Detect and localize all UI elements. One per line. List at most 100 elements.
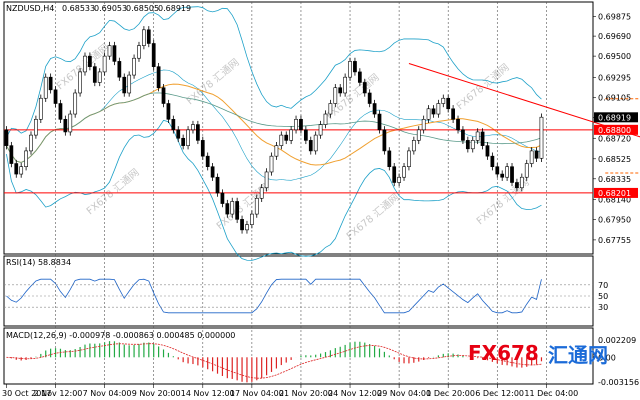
time-tick-label: 17 Nov 04:00: [230, 389, 284, 398]
candle-body: [245, 224, 249, 231]
candle-body: [34, 119, 38, 136]
candle-body: [151, 43, 156, 67]
candle-body: [416, 129, 421, 141]
candle-body: [284, 134, 289, 141]
bollinger-lower: [6, 119, 542, 261]
candle-body: [456, 119, 460, 131]
watermark: FX678 汇通网: [84, 166, 142, 218]
candle-body: [142, 29, 146, 46]
candle-body: [529, 150, 534, 164]
time-tick-label: 21 Nov 20:00: [279, 389, 333, 398]
rsi-series: [6, 278, 542, 314]
candle-body: [240, 219, 244, 231]
candle-body: [48, 76, 53, 91]
candle-body: [357, 71, 362, 83]
candle-body: [225, 203, 230, 215]
candle-body: [205, 155, 210, 167]
candle-body: [328, 103, 333, 115]
candle-body: [431, 108, 436, 115]
candle-body: [122, 76, 127, 94]
candle-body: [58, 103, 63, 120]
candle-body: [299, 119, 303, 131]
chart-symbol: NZDUSD,H4: [6, 4, 54, 13]
candle-body: [112, 45, 117, 62]
candle-body: [29, 134, 33, 152]
candle-body: [318, 124, 323, 136]
time-tick-label: 6 Dec 12:00: [475, 389, 524, 398]
time-tick-label: 11 Dec 04:00: [524, 389, 578, 398]
candle-body: [348, 61, 352, 78]
candle-body: [107, 45, 112, 57]
candle-body: [176, 129, 181, 139]
candle-body: [146, 29, 151, 44]
candle-body: [362, 82, 367, 94]
ohlc-low: 0.68505: [126, 4, 159, 13]
price-tick-label: 0.67950: [598, 215, 631, 224]
candle-body: [24, 150, 28, 167]
candle-body: [470, 140, 475, 150]
candle-body: [421, 119, 426, 131]
candle-body: [92, 66, 97, 83]
candle-body: [446, 97, 451, 110]
candle-body: [387, 150, 392, 167]
ohlc-open: 0.68533: [62, 4, 95, 13]
candle-body: [426, 108, 431, 120]
candle-body: [353, 61, 357, 73]
rsi-level-label: 70: [598, 281, 608, 290]
candle-body: [392, 166, 397, 183]
time-tick-label: 9 Nov 20:00: [132, 389, 181, 398]
candle-body: [461, 129, 465, 141]
candle-body: [495, 166, 500, 175]
candle-body: [196, 124, 200, 141]
bollinger-upper: [6, 6, 542, 138]
price-tick-label: 0.68720: [598, 134, 631, 143]
logo-text-huitongwang: 汇通网: [548, 343, 608, 367]
candle-body: [68, 113, 73, 133]
candle-body: [200, 140, 205, 157]
candle-body: [313, 134, 318, 152]
watermark: FX678 汇通网: [344, 191, 402, 243]
candle-body: [480, 131, 485, 146]
macd-histogram: [6, 341, 543, 383]
candle-body: [53, 89, 58, 104]
candle-body: [397, 176, 401, 183]
candle-body: [186, 129, 190, 146]
rsi-line: [6, 278, 542, 314]
time-tick-label: 30 Oct 2017: [2, 389, 51, 398]
macd-signal-line: [6, 343, 542, 379]
rsi-label: RSI(14) 58.8834: [6, 258, 71, 267]
price-box: [594, 187, 638, 198]
moving-average-orange: [6, 83, 542, 166]
candle-body: [475, 131, 480, 141]
candle-body: [4, 129, 9, 146]
candle-body: [367, 92, 372, 104]
candle-body: [269, 155, 274, 173]
candle-body: [9, 145, 14, 164]
candle-body: [303, 129, 308, 141]
time-tick-label: 24 Nov 12:00: [328, 389, 382, 398]
candle-body: [97, 71, 102, 83]
price-boxes: 0.68919 0.68800 0.68201: [594, 112, 638, 198]
rsi-levels: 70 50 30: [4, 281, 608, 312]
macd-label: MACD(12,26,9) -0.000978 -0.000863 0.0004…: [6, 331, 235, 340]
time-tick-label: 2 Nov 12:00: [34, 389, 83, 398]
candle-body: [264, 171, 269, 189]
moving-average-slow: [6, 92, 542, 163]
candle-body: [451, 108, 455, 120]
candle-body: [465, 140, 470, 150]
candle-body: [539, 116, 544, 159]
price-tick-label: 0.69500: [598, 52, 631, 61]
watermark: FX678 汇通网: [324, 71, 382, 123]
candle-body: [14, 163, 19, 175]
candle-body: [166, 103, 171, 120]
candle-body: [372, 103, 377, 115]
candle-body: [235, 201, 240, 220]
candle-body: [230, 201, 235, 215]
macd-panel-frame: [3, 327, 594, 385]
candle-body: [510, 166, 514, 183]
candle-body: [161, 87, 166, 104]
candle-body: [132, 57, 136, 76]
candle-body: [38, 97, 43, 120]
